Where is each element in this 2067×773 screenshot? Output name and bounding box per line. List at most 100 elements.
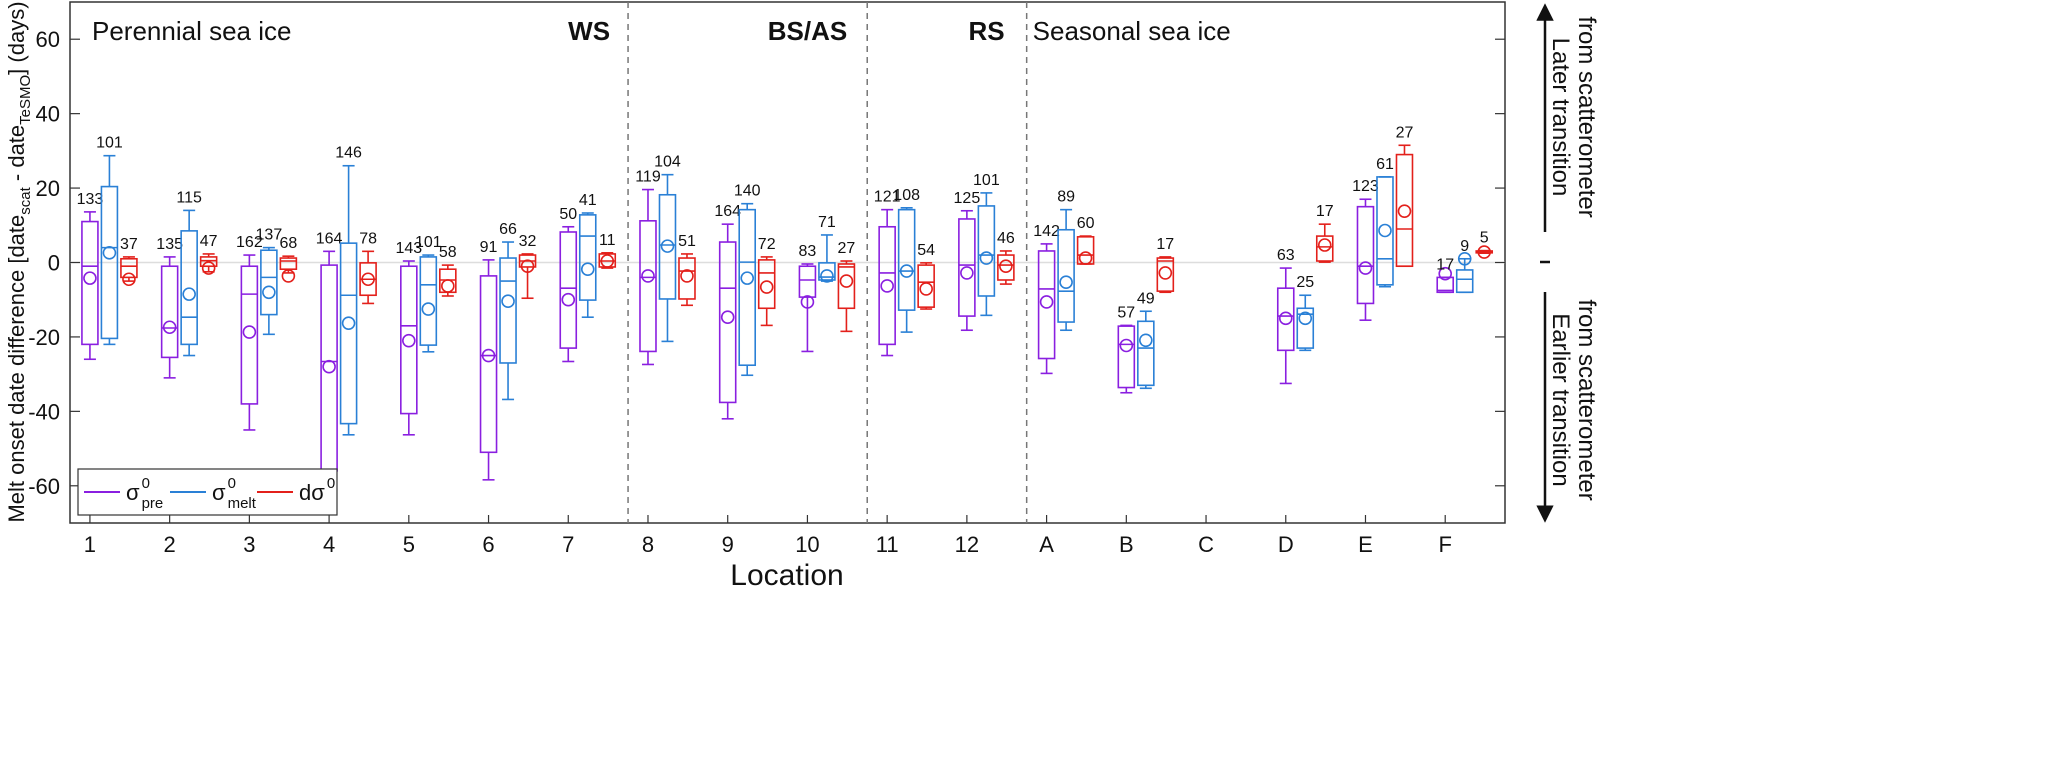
box (279, 257, 298, 270)
box-group (1356, 198, 1375, 321)
y-axis-title: Melt onset date difference [datescat - d… (4, 1, 34, 522)
count-label: 115 (176, 189, 202, 206)
x-tick-label: A (1039, 532, 1054, 557)
count-label: 164 (316, 230, 343, 247)
count-label: 11 (599, 232, 616, 249)
y-axis-title-sub: scat (17, 186, 34, 214)
count-label: 142 (1033, 223, 1060, 240)
count-label: 57 (1117, 304, 1135, 321)
mean-marker (182, 287, 196, 301)
box-group (1475, 245, 1494, 259)
mean-marker (242, 325, 257, 339)
count-label: 60 (1077, 215, 1095, 232)
box (499, 257, 517, 364)
box-group (559, 225, 578, 363)
box-group (160, 256, 179, 379)
box (578, 214, 597, 301)
box-group (499, 241, 517, 401)
mean-marker (1039, 295, 1054, 309)
mean-marker (1139, 333, 1153, 348)
box (718, 241, 737, 404)
box-group (1436, 266, 1455, 294)
box (977, 205, 996, 297)
mean-marker (1158, 266, 1173, 280)
box (1296, 307, 1315, 349)
mean-marker (641, 269, 655, 283)
box (1037, 250, 1056, 360)
count-label: 54 (917, 242, 935, 259)
count-label: 32 (519, 233, 537, 250)
mean-marker (919, 282, 933, 296)
mean-marker (600, 254, 615, 268)
box-group (439, 264, 457, 297)
count-label: 146 (335, 145, 362, 162)
mean-marker (740, 271, 755, 285)
count-label: 49 (1137, 290, 1155, 307)
count-label: 104 (654, 154, 681, 171)
box (1156, 257, 1175, 292)
box-group (1276, 267, 1295, 385)
box (1436, 276, 1455, 294)
count-label: 5 (1480, 230, 1489, 247)
legend-box (77, 468, 338, 516)
box (917, 264, 935, 308)
count-label: 63 (1277, 247, 1295, 264)
mean-marker (501, 294, 515, 309)
mean-marker (322, 359, 336, 374)
count-label: 50 (559, 206, 577, 223)
count-label: 27 (838, 240, 856, 257)
mean-marker (1119, 338, 1134, 353)
mean-marker (441, 279, 455, 293)
box (798, 265, 817, 298)
count-label: 123 (1352, 178, 1379, 195)
box (260, 249, 278, 316)
box-group (1376, 176, 1394, 288)
count-label: 58 (439, 244, 457, 261)
box-group (837, 260, 856, 333)
x-tick-label: 8 (642, 532, 654, 557)
x-tick-label: F (1438, 532, 1451, 557)
x-tick-label: 10 (795, 532, 819, 557)
mean-marker (1278, 311, 1293, 326)
count-label: 47 (200, 233, 218, 250)
mean-marker (361, 272, 375, 287)
mean-marker (1317, 238, 1332, 252)
box (559, 231, 578, 349)
y-axis-title-sub: TeSMO (17, 75, 34, 125)
box-group (180, 209, 198, 357)
y-axis-title-part: - date (4, 125, 29, 187)
count-label: 119 (635, 169, 661, 186)
box-group (738, 202, 757, 377)
count-label: 61 (1376, 156, 1394, 173)
count-label: 17 (1436, 256, 1454, 273)
x-tick-label: E (1358, 532, 1373, 557)
x-tick-label: 6 (482, 532, 494, 557)
mean-marker (1378, 223, 1392, 238)
count-label: 41 (579, 192, 597, 209)
region-label: BS/AS (768, 16, 847, 46)
box-group (1395, 144, 1414, 268)
mean-marker (899, 264, 914, 278)
count-label: 78 (359, 230, 377, 247)
box-group (639, 188, 657, 366)
box (738, 208, 757, 367)
mean-marker (122, 272, 136, 287)
mean-marker (979, 251, 994, 265)
mean-marker (1438, 266, 1453, 281)
box (419, 256, 438, 346)
region-label: Perennial sea ice (92, 16, 291, 46)
count-label: 108 (893, 187, 920, 204)
x-tick-label: 7 (562, 532, 574, 557)
count-label: 51 (678, 233, 696, 250)
box (1315, 235, 1334, 262)
x-tick-label: B (1119, 532, 1134, 557)
x-tick-label: 11 (876, 532, 899, 557)
mean-marker (580, 262, 595, 276)
box (100, 185, 119, 340)
count-label: 101 (415, 234, 442, 251)
side-annotation: Later transition (1547, 38, 1574, 197)
box (1356, 205, 1375, 305)
mean-marker (839, 274, 854, 288)
box (479, 275, 498, 454)
